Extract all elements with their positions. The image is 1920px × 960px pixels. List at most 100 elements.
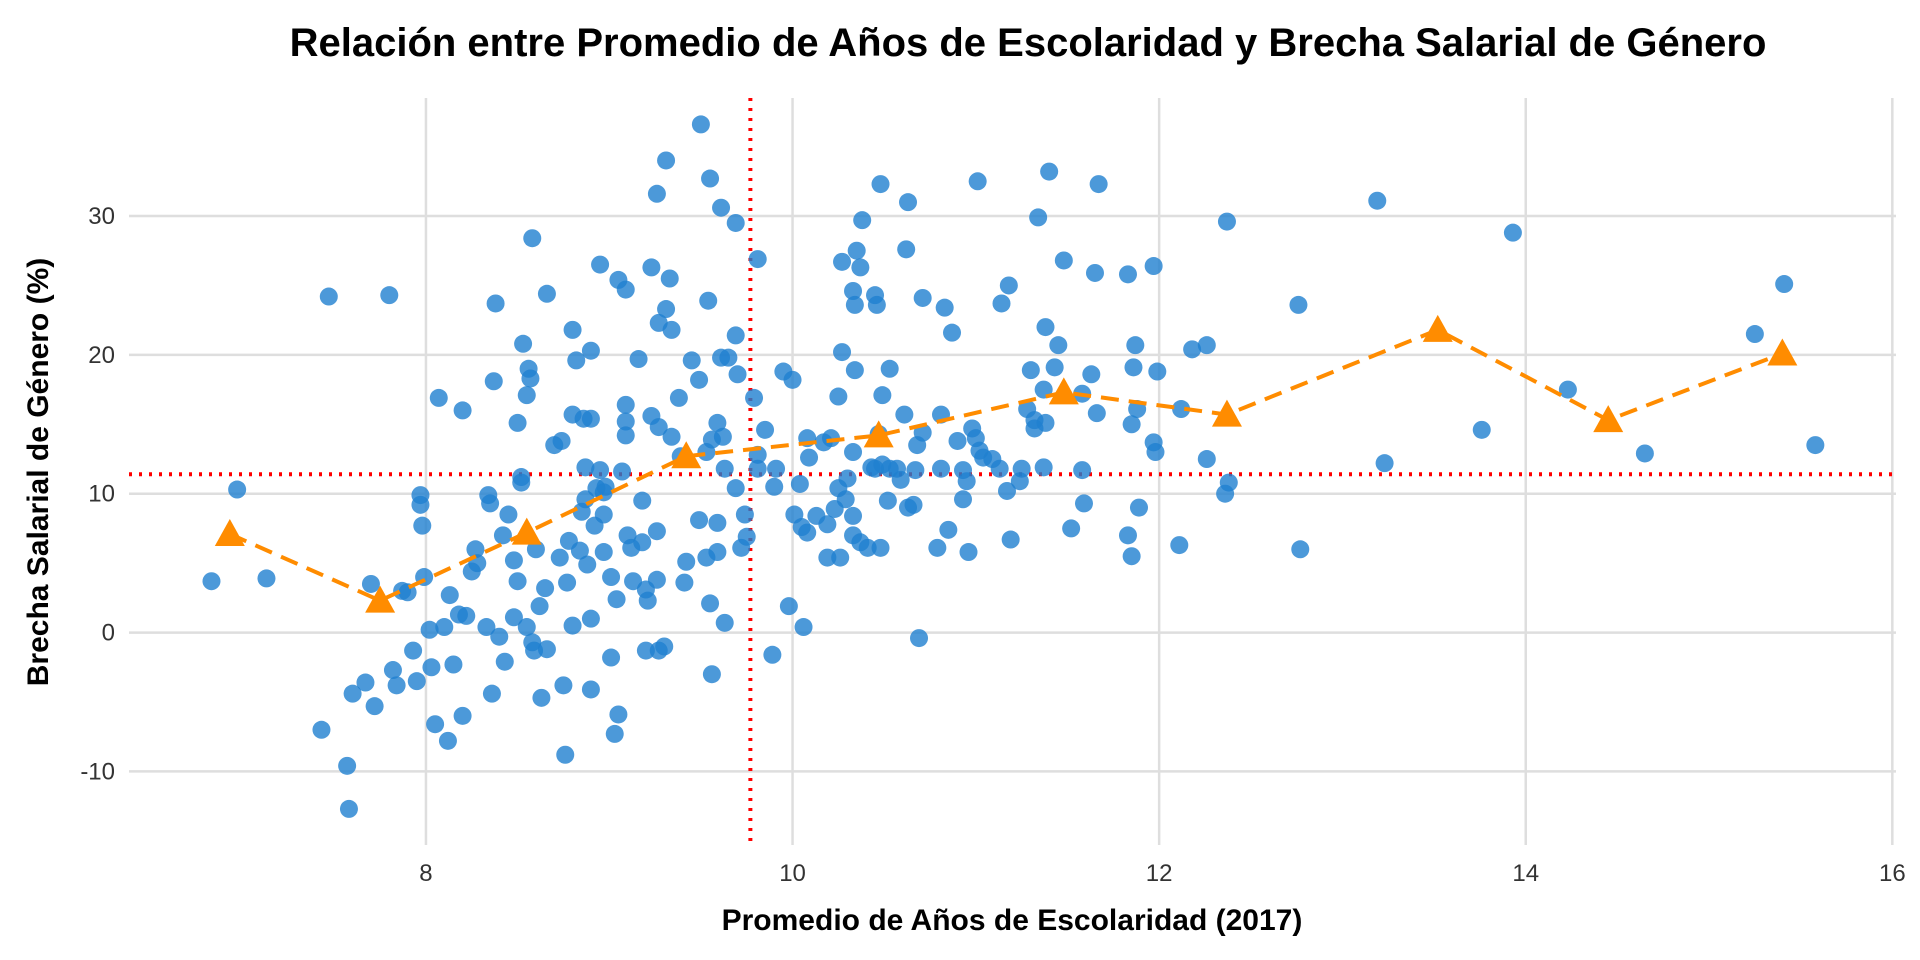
data-point	[499, 505, 518, 524]
data-point	[550, 548, 569, 567]
data-point	[537, 284, 556, 303]
y-tick-label: 30	[88, 203, 115, 230]
data-point	[578, 555, 597, 574]
data-point	[748, 459, 767, 478]
data-point	[411, 495, 430, 514]
data-point	[1085, 263, 1104, 282]
data-point	[939, 520, 958, 539]
data-point	[660, 269, 679, 288]
data-point	[682, 351, 701, 370]
data-point	[407, 672, 426, 691]
data-point	[1216, 484, 1235, 503]
data-point	[715, 613, 734, 632]
data-point	[404, 641, 423, 660]
data-point	[1029, 208, 1048, 227]
data-point	[1368, 191, 1387, 210]
data-point	[833, 252, 852, 271]
data-point	[1129, 498, 1148, 517]
y-tick-label: -10	[80, 758, 115, 785]
data-point	[675, 573, 694, 592]
data-point	[708, 413, 727, 432]
data-point	[319, 287, 338, 306]
data-point	[1745, 325, 1764, 344]
data-point	[910, 629, 929, 648]
data-point	[512, 473, 531, 492]
data-point	[895, 405, 914, 424]
data-point	[638, 591, 657, 610]
data-point	[702, 665, 721, 684]
data-point	[897, 240, 916, 259]
data-point	[257, 569, 276, 588]
data-point	[790, 474, 809, 493]
data-point	[1010, 472, 1029, 491]
data-point	[420, 620, 439, 639]
data-point	[1036, 413, 1055, 432]
data-point	[477, 618, 496, 637]
data-point	[1375, 454, 1394, 473]
data-point	[514, 334, 533, 353]
data-point	[1036, 318, 1055, 337]
data-point	[444, 655, 463, 674]
data-point	[624, 572, 643, 591]
data-point	[765, 477, 784, 496]
data-point	[1635, 444, 1654, 463]
data-point	[647, 184, 666, 203]
data-point	[1001, 530, 1020, 549]
data-point	[798, 523, 817, 542]
data-point	[783, 370, 802, 389]
data-point	[453, 401, 472, 420]
data-point	[1040, 162, 1059, 181]
data-point	[649, 418, 668, 437]
data-point	[633, 533, 652, 552]
data-point	[844, 281, 863, 300]
data-point	[657, 151, 676, 170]
trend-marker-triangle	[214, 518, 245, 546]
data-point	[1124, 358, 1143, 377]
data-point	[365, 697, 384, 716]
data-point	[563, 320, 582, 339]
data-point	[581, 609, 600, 628]
data-point	[380, 286, 399, 305]
data-point	[438, 731, 457, 750]
data-point	[891, 470, 910, 489]
data-point	[1472, 420, 1491, 439]
data-point	[495, 652, 514, 671]
data-point	[466, 540, 485, 559]
data-point	[880, 359, 899, 378]
data-point	[1197, 450, 1216, 469]
data-point	[756, 420, 775, 439]
data-point	[928, 538, 947, 557]
data-point	[908, 436, 927, 455]
data-point	[1126, 336, 1145, 355]
reference-lines	[129, 98, 1896, 845]
data-point	[935, 298, 954, 317]
data-point	[339, 799, 358, 818]
data-point	[312, 720, 331, 739]
data-point	[779, 597, 798, 616]
data-point	[726, 479, 745, 498]
data-point	[748, 250, 767, 269]
x-tick-label: 10	[779, 860, 806, 887]
data-point	[426, 715, 445, 734]
data-point	[713, 427, 732, 446]
data-point	[1074, 494, 1093, 513]
data-point	[913, 288, 932, 307]
data-point	[440, 586, 459, 605]
data-point	[1183, 340, 1202, 359]
data-point	[1054, 251, 1073, 270]
data-point	[1122, 547, 1141, 566]
data-point	[992, 294, 1011, 313]
data-point	[845, 361, 864, 380]
data-point	[343, 684, 362, 703]
y-tick-label: 20	[88, 342, 115, 369]
data-point	[591, 255, 610, 274]
data-point	[818, 548, 837, 567]
data-point	[968, 172, 987, 191]
data-point	[745, 388, 764, 407]
x-tick-label: 16	[1879, 860, 1906, 887]
data-point	[629, 350, 648, 369]
data-point	[697, 548, 716, 567]
data-point	[523, 229, 542, 248]
x-tick-label: 8	[419, 860, 432, 887]
trend-marker-triangle	[511, 517, 542, 545]
